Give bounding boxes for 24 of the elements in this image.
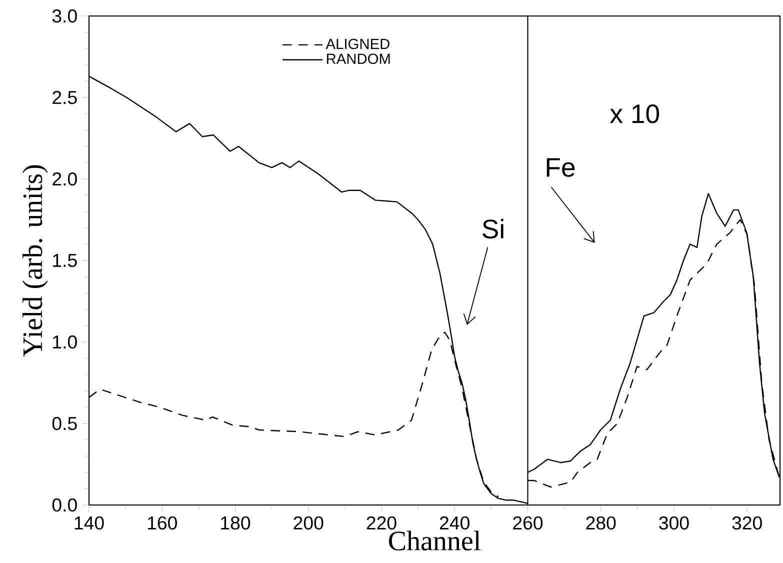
y-tick-label: 0.5	[52, 416, 77, 430]
y-tick-label: 1.5	[53, 254, 77, 268]
x-tick-label: 140	[74, 516, 104, 530]
x-tick-label: 320	[732, 516, 762, 530]
legend-label: ALIGNED	[326, 38, 390, 50]
annotation: x 10	[610, 104, 660, 124]
x-tick-label: 300	[659, 516, 689, 530]
x-tick-label: 180	[221, 516, 250, 530]
y-axis-title: Yield (arb. units)	[22, 165, 48, 357]
x-tick-label: 280	[586, 516, 616, 530]
x-axis-title: Channel	[388, 530, 481, 550]
x-tick-label: 200	[294, 516, 324, 530]
y-tick-label: 0.0	[52, 498, 77, 512]
x-tick-label: 160	[148, 516, 177, 530]
annotation: Fe	[546, 158, 575, 177]
y-tick-label: 3.0	[52, 9, 77, 23]
x-tick-label: 220	[366, 516, 396, 530]
annotation: Si	[482, 218, 504, 238]
y-tick-label: 2.5	[52, 90, 77, 104]
y-tick-label: 1.0	[53, 335, 77, 349]
x-tick-label: 260	[513, 516, 543, 530]
x-tick-label: 240	[440, 516, 470, 530]
y-tick-label: 2.0	[52, 172, 77, 186]
legend-label: RANDOM	[326, 54, 390, 64]
